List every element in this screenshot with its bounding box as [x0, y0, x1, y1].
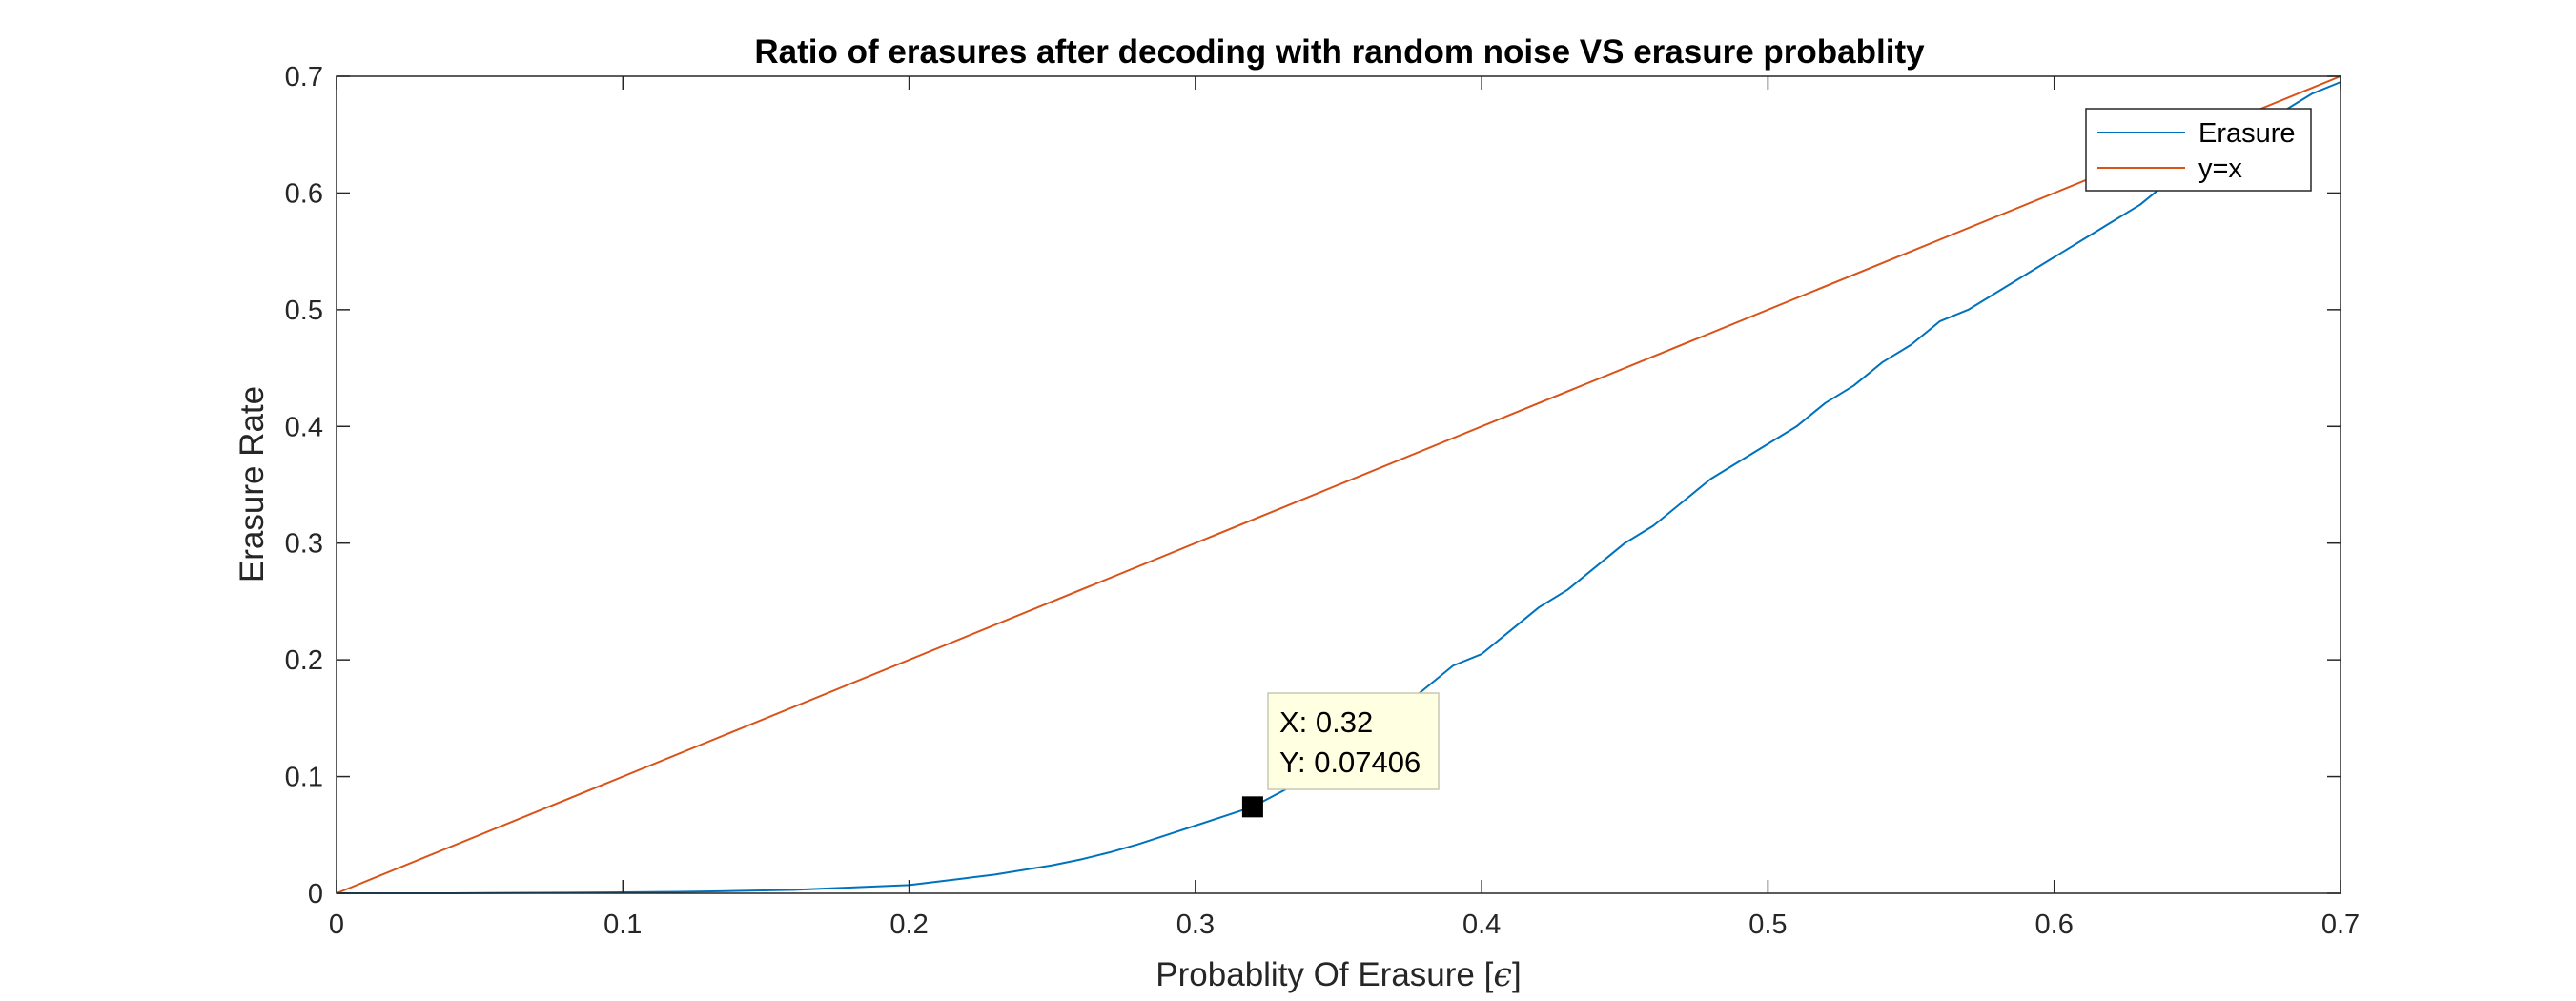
x-axis-label-symbol: ϵ — [1493, 956, 1512, 994]
y-tick-label: 0.7 — [285, 62, 323, 92]
series-line-y-equals-x — [336, 75, 2341, 894]
x-tick-label: 0.4 — [1462, 909, 1501, 940]
x-tick-label: 0 — [329, 909, 344, 940]
chart-title: Ratio of erasures after decoding with ra… — [754, 33, 1925, 71]
y-tick-label: 0.6 — [285, 178, 323, 209]
series-line-erasure — [337, 81, 2341, 894]
y-tick-label: 0.5 — [285, 296, 323, 326]
legend-label-erasure: Erasure — [2198, 118, 2296, 149]
x-tick-label: 0.5 — [1748, 909, 1787, 940]
y-tick-label: 0.1 — [285, 763, 323, 793]
datatip-x-text: X: 0.32 — [1279, 705, 1373, 739]
datatip-box — [1267, 692, 1440, 790]
x-tick-label: 0.2 — [889, 909, 928, 940]
y-tick-label: 0.4 — [285, 412, 323, 442]
y-tick-label: 0.2 — [285, 645, 323, 676]
x-tick-label: 0.3 — [1176, 909, 1215, 940]
x-tick-label: 0.1 — [603, 909, 642, 940]
plot-frame — [336, 75, 2341, 894]
x-axis-label: Probablity Of Erasure [ϵ] — [1155, 956, 1521, 994]
x-axis-label-close: ] — [1512, 956, 1522, 993]
x-tick-label: 0.7 — [2321, 909, 2360, 940]
series-layer — [336, 75, 2341, 894]
legend-box — [2085, 108, 2312, 192]
y-axis-label: Erasure Rate — [234, 386, 271, 582]
tick-layer: 0 0.1 0.2 0.3 0.4 0.5 0.6 0.7 0 0.1 0.2 0.3 0.4 0.5 0.… — [285, 62, 2360, 940]
legend-label-y-equals-x: y=x — [2198, 153, 2242, 184]
y-tick-label: 0 — [308, 879, 323, 909]
legend: Erasure y=x — [2085, 108, 2312, 192]
y-tick-label: 0.3 — [285, 529, 323, 560]
datatip[interactable]: X: 0.32 Y: 0.07406 — [1267, 692, 1440, 790]
datatip-marker[interactable] — [1241, 796, 1263, 818]
x-axis-label-text: Probablity Of Erasure [ — [1155, 956, 1493, 993]
datatip-y-text: Y: 0.07406 — [1279, 746, 1421, 779]
x-tick-label: 0.6 — [2035, 909, 2074, 940]
